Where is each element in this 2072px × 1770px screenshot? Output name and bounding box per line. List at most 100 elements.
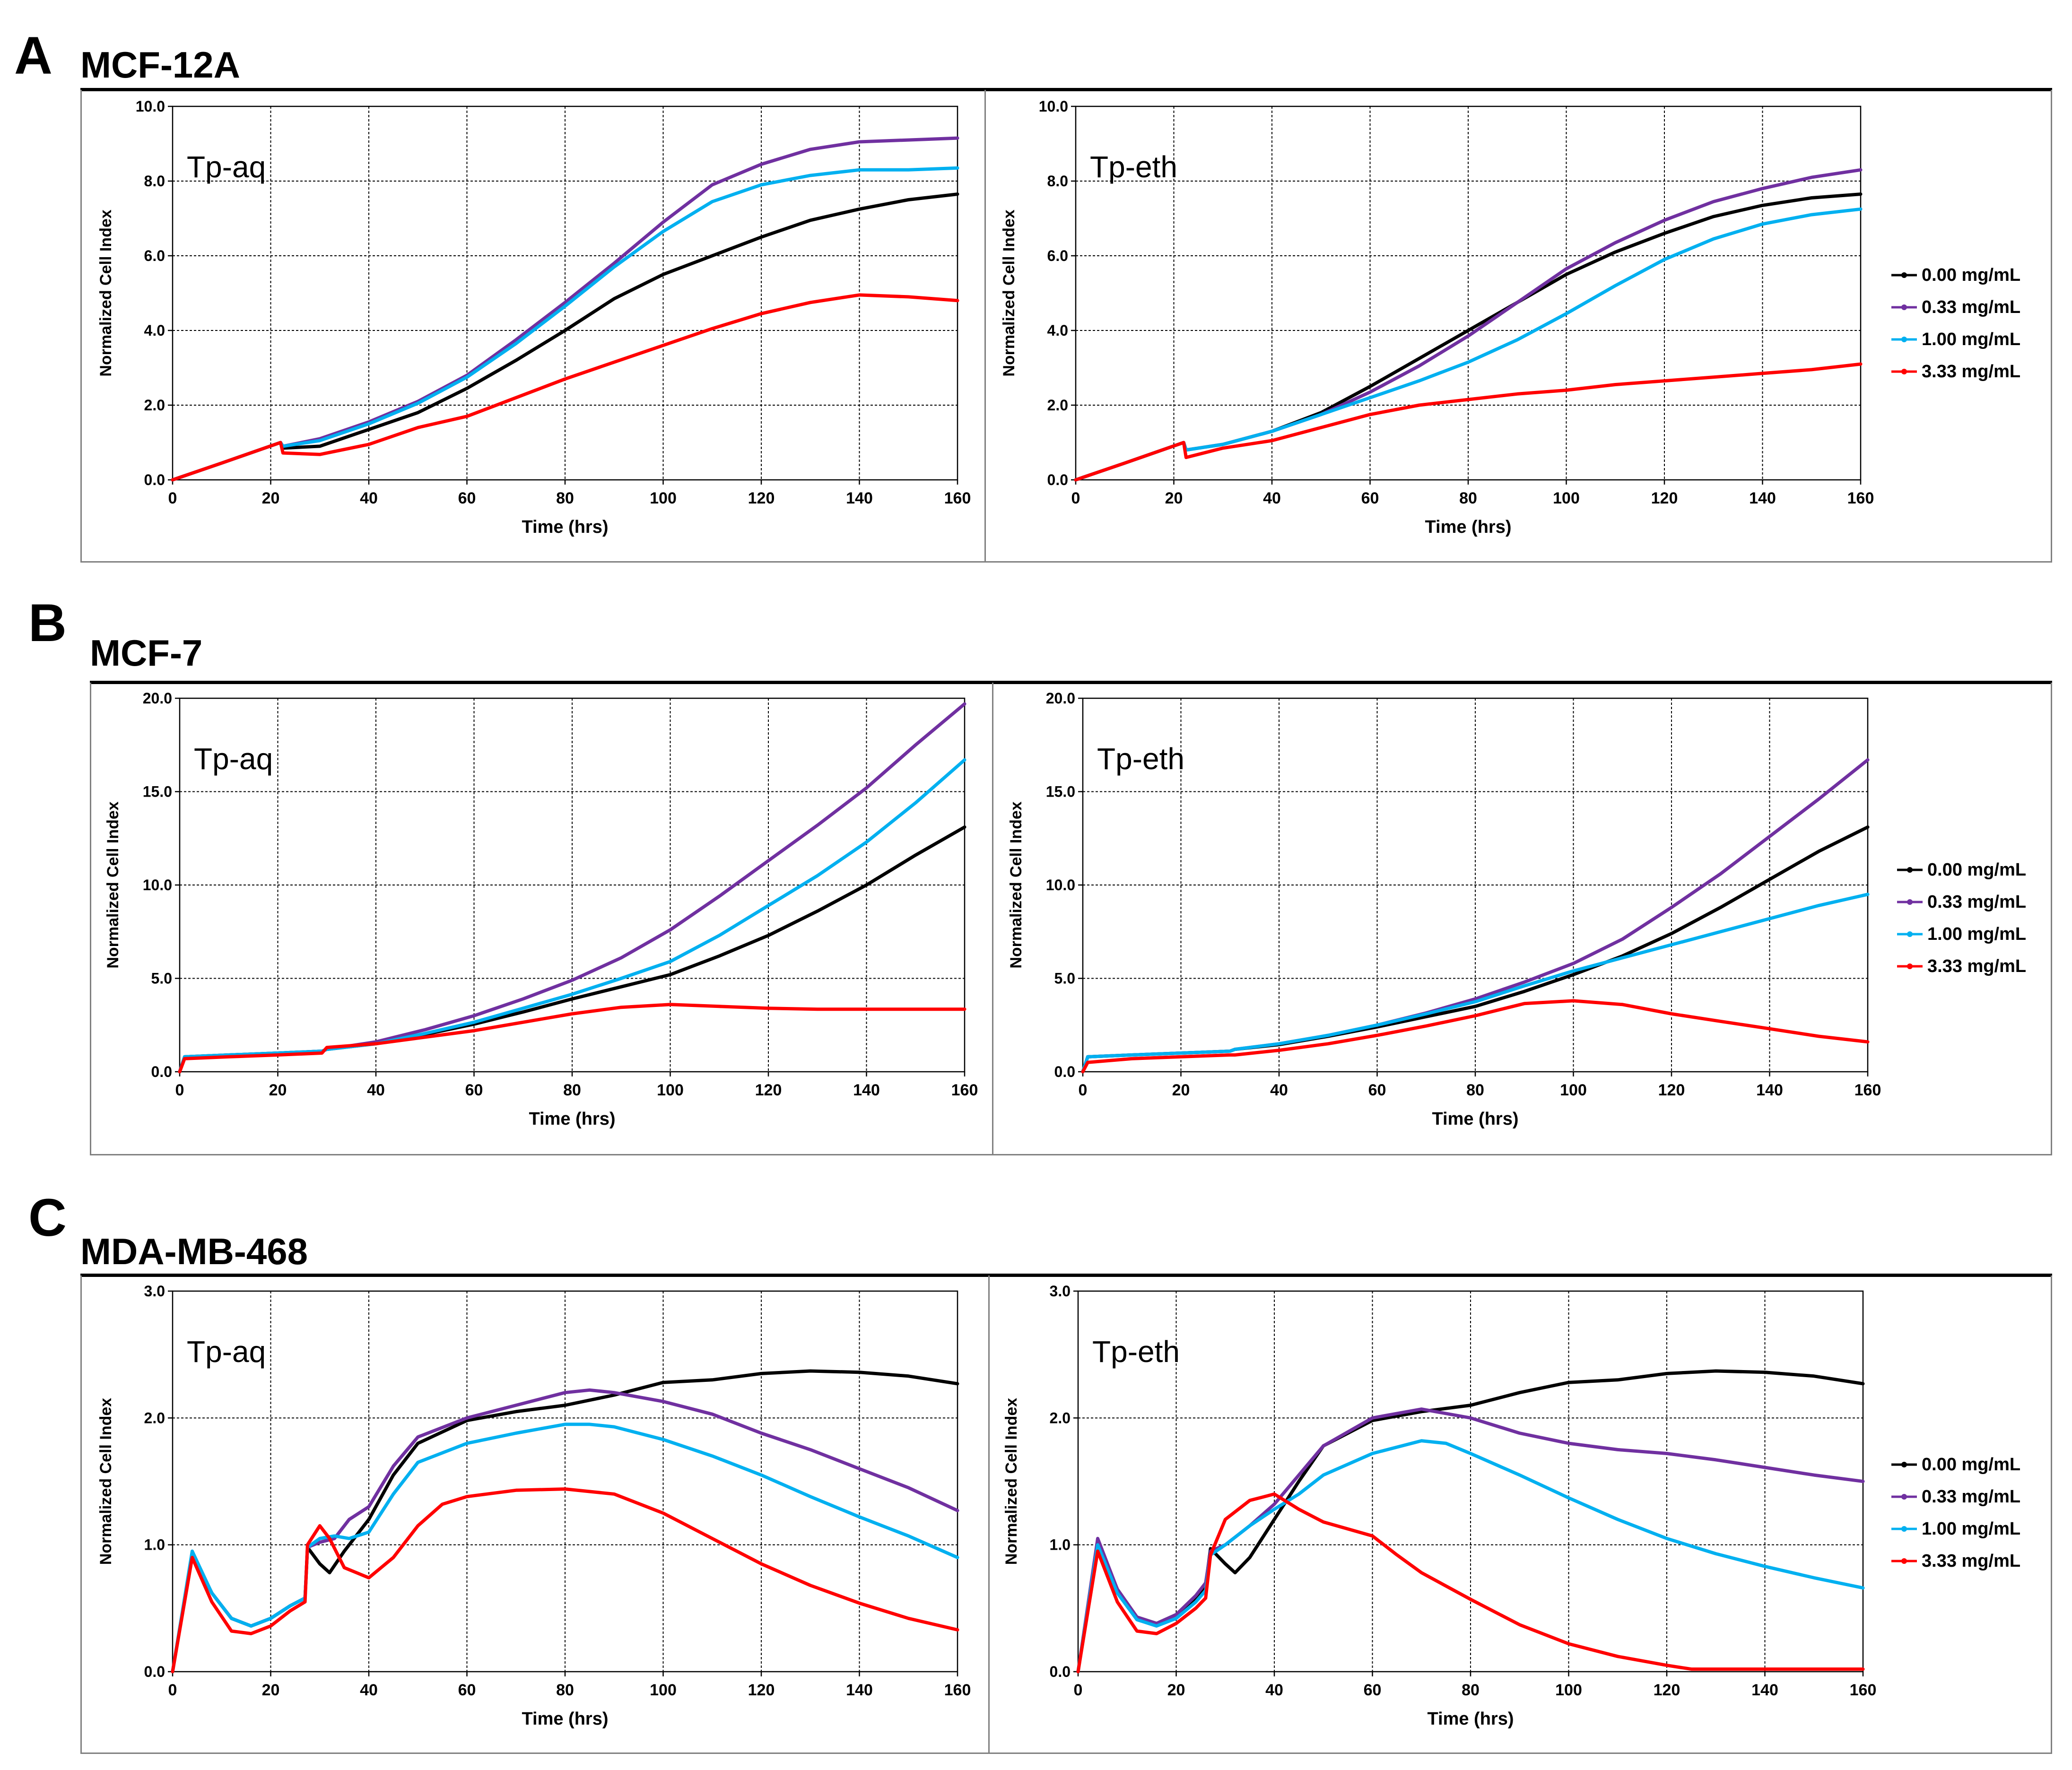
legend-item: 0.00 mg/mL xyxy=(1890,259,2046,291)
x-tick-label: 100 xyxy=(1560,1081,1587,1099)
y-tick-label: 0.0 xyxy=(1050,1663,1071,1680)
panel-b-label: B xyxy=(28,593,67,652)
x-tick-label: 80 xyxy=(1459,489,1477,507)
legend-item: 0.00 mg/mL xyxy=(1896,854,2052,886)
y-tick-label: 1.0 xyxy=(1050,1536,1071,1553)
x-tick-label: 0 xyxy=(1074,1681,1083,1699)
panel-a-frame xyxy=(80,90,2052,563)
y-axis-label: Normalized Cell Index xyxy=(1000,209,1018,376)
legend-item: 3.33 mg/mL xyxy=(1896,950,2052,982)
panel-a-rule xyxy=(80,88,2052,91)
y-tick-label: 0.0 xyxy=(1047,471,1068,488)
x-tick-label: 0 xyxy=(168,489,177,507)
y-tick-label: 5.0 xyxy=(151,970,172,987)
series-line xyxy=(1076,1407,1865,1674)
y-tick-label: 2.0 xyxy=(144,397,165,414)
legend-item: 0.33 mg/mL xyxy=(1890,291,2046,323)
x-tick-label: 80 xyxy=(563,1081,581,1099)
y-tick-label: 15.0 xyxy=(143,783,172,800)
x-tick-label: 60 xyxy=(1364,1681,1382,1699)
y-tick-label: 4.0 xyxy=(144,322,165,339)
x-tick-label: 0 xyxy=(1071,489,1080,507)
y-tick-label: 8.0 xyxy=(1047,173,1068,190)
x-tick-label: 40 xyxy=(360,1681,378,1699)
x-tick-label: 140 xyxy=(846,489,873,507)
x-tick-label: 40 xyxy=(1265,1681,1283,1699)
y-tick-label: 0.0 xyxy=(1054,1063,1075,1080)
x-tick-label: 60 xyxy=(458,489,476,507)
x-tick-label: 160 xyxy=(1850,1681,1877,1699)
panel-b-divider xyxy=(992,683,993,1155)
x-axis-label: Time (hrs) xyxy=(1432,1109,1518,1129)
y-tick-label: 2.0 xyxy=(1050,1409,1071,1426)
x-tick-label: 100 xyxy=(1555,1681,1582,1699)
x-axis-label: Time (hrs) xyxy=(522,1709,608,1729)
x-tick-label: 140 xyxy=(1756,1081,1783,1099)
x-tick-label: 100 xyxy=(657,1081,684,1099)
x-tick-label: 40 xyxy=(1270,1081,1288,1099)
legend-label: 0.33 mg/mL xyxy=(1927,892,2027,912)
series-line xyxy=(1081,893,1870,1074)
series-line xyxy=(178,1003,966,1074)
panel-a-label: A xyxy=(14,26,52,85)
legend-item: 1.00 mg/mL xyxy=(1890,1513,2046,1545)
chart-a-tp-aq: 0 20 40 60 80 100 120 140 160 0.0 2.0 4.0 6.0 8.0 10.0… xyxy=(97,98,971,537)
chart-b-tp-aq: 0 20 40 60 80 100 120 140 160 0.0 5.0 10.0 15.0 20.0 T… xyxy=(104,690,978,1129)
chart-title: Tp-eth xyxy=(1097,742,1184,776)
legend-item: 0.00 mg/mL xyxy=(1890,1449,2046,1481)
y-tick-label: 10.0 xyxy=(1046,876,1075,894)
legend-b: 0.00 mg/mL 0.33 mg/mL 1.00 mg/mL 3.33 mg… xyxy=(1896,854,2052,982)
legend-a: 0.00 mg/mL 0.33 mg/mL 1.00 mg/mL 3.33 mg… xyxy=(1890,259,2046,388)
y-tick-label: 10.0 xyxy=(143,876,172,894)
y-tick-label: 8.0 xyxy=(144,173,165,190)
x-tick-label: 100 xyxy=(1553,489,1580,507)
y-tick-label: 6.0 xyxy=(1047,247,1068,264)
panel-a-divider xyxy=(984,90,986,563)
y-tick-label: 2.0 xyxy=(144,1409,165,1426)
x-tick-label: 0 xyxy=(175,1081,184,1099)
chart-b-tp-eth: 0 20 40 60 80 100 120 140 160 0.0 5.0 10.0 15.0 20.0 T… xyxy=(1007,690,1881,1129)
x-tick-label: 20 xyxy=(262,489,280,507)
series-line xyxy=(1074,362,1863,482)
x-tick-label: 60 xyxy=(458,1681,476,1699)
panel-b-title: MCF-7 xyxy=(90,632,203,674)
x-tick-label: 80 xyxy=(1466,1081,1484,1099)
y-tick-label: 6.0 xyxy=(144,247,165,264)
legend-label: 0.00 mg/mL xyxy=(1922,265,2021,285)
x-tick-label: 160 xyxy=(944,489,971,507)
panel-c-rule xyxy=(80,1274,2052,1277)
x-tick-label: 120 xyxy=(755,1081,782,1099)
x-tick-label: 60 xyxy=(1361,489,1379,507)
x-axis-label: Time (hrs) xyxy=(1425,517,1511,537)
panel-a-title: MCF-12A xyxy=(80,44,241,86)
legend-item: 3.33 mg/mL xyxy=(1890,1545,2046,1577)
y-tick-label: 2.0 xyxy=(1047,397,1068,414)
x-tick-label: 120 xyxy=(1651,489,1678,507)
x-tick-label: 120 xyxy=(748,1681,775,1699)
x-tick-label: 40 xyxy=(1263,489,1281,507)
series-line xyxy=(178,758,966,1074)
x-tick-label: 20 xyxy=(1165,489,1183,507)
legend-item: 1.00 mg/mL xyxy=(1896,918,2052,950)
x-tick-label: 20 xyxy=(1172,1081,1190,1099)
x-tick-label: 60 xyxy=(1368,1081,1386,1099)
x-tick-label: 160 xyxy=(944,1681,971,1699)
x-tick-label: 100 xyxy=(650,1681,677,1699)
legend-label: 0.33 mg/mL xyxy=(1922,297,2021,317)
x-tick-label: 0 xyxy=(1079,1081,1088,1099)
x-tick-label: 140 xyxy=(1749,489,1776,507)
x-tick-label: 100 xyxy=(650,489,677,507)
chart-a-tp-eth: 0 20 40 60 80 100 120 140 160 0.0 2.0 4.0 6.0 8.0 10.0… xyxy=(1000,98,1874,537)
x-tick-label: 80 xyxy=(556,1681,574,1699)
x-tick-label: 160 xyxy=(951,1081,978,1099)
series-line xyxy=(171,1487,959,1674)
y-tick-label: 3.0 xyxy=(144,1283,165,1300)
x-tick-label: 60 xyxy=(465,1081,483,1099)
y-tick-label: 15.0 xyxy=(1046,783,1075,800)
x-tick-label: 140 xyxy=(853,1081,880,1099)
y-axis-label: Normalized Cell Index xyxy=(1007,801,1025,968)
legend-item: 3.33 mg/mL xyxy=(1890,356,2046,388)
chart-title: Tp-aq xyxy=(187,1335,266,1369)
panel-c-frame xyxy=(80,1275,2052,1754)
legend-c: 0.00 mg/mL 0.33 mg/mL 1.00 mg/mL 3.33 mg… xyxy=(1890,1449,2046,1577)
